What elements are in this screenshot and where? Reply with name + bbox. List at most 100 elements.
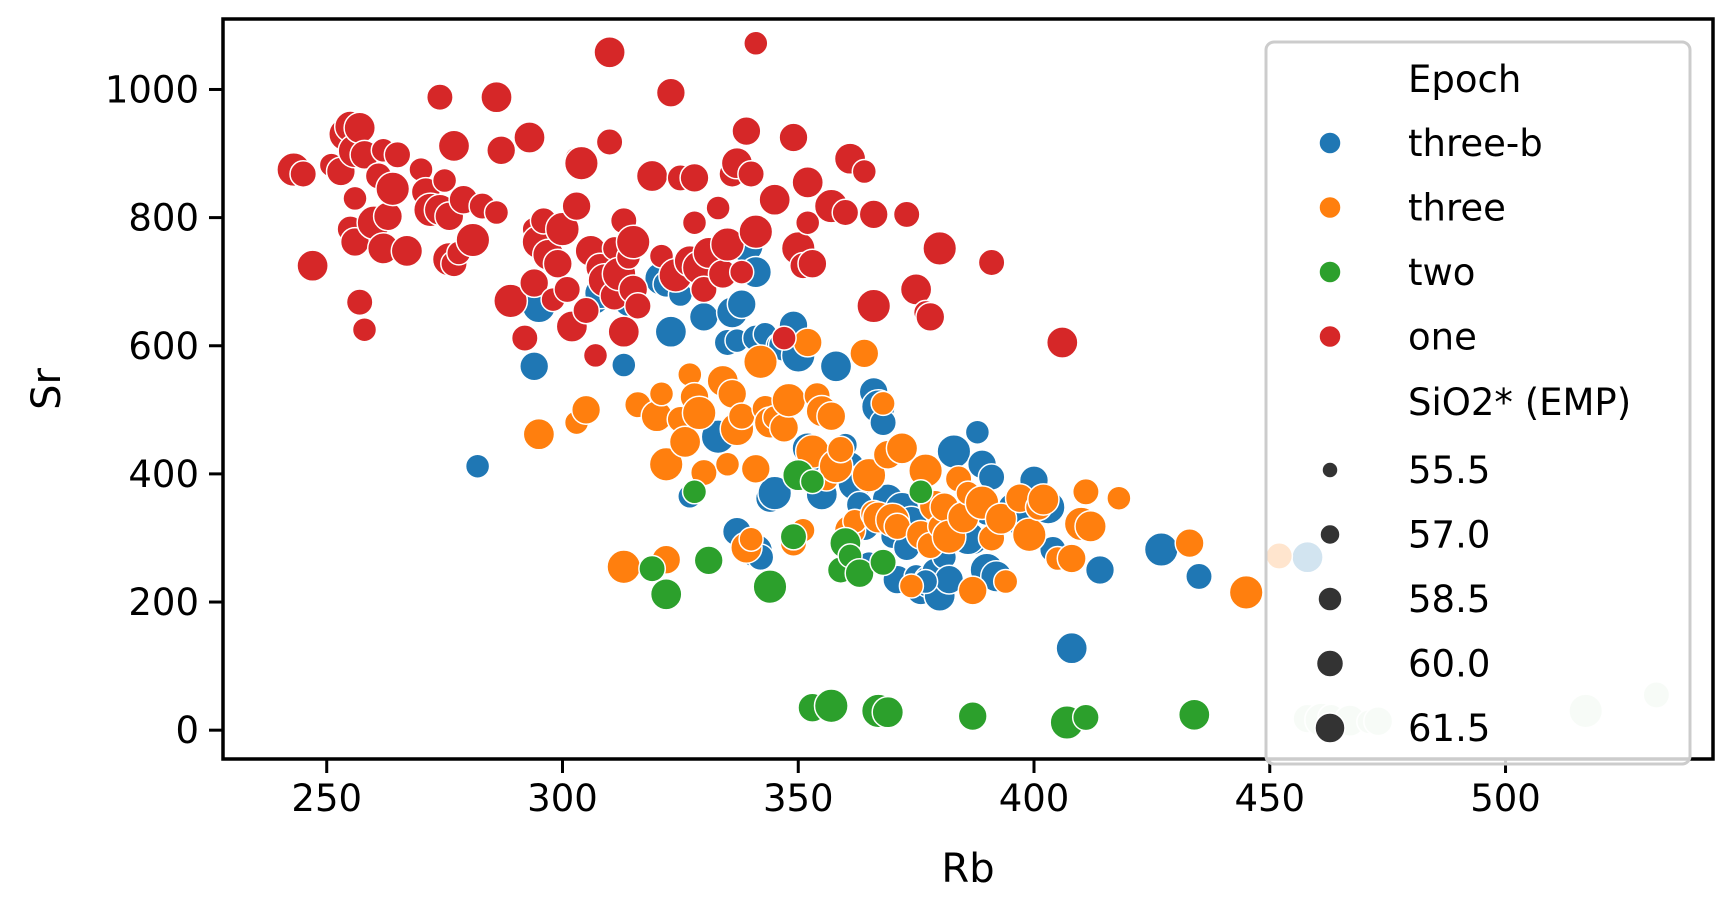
data-point [768, 412, 800, 443]
data-point [992, 568, 1019, 595]
y-tick-label: 200 [128, 581, 199, 624]
data-point [483, 199, 510, 226]
data-point [635, 159, 669, 193]
x-tick-label: 500 [1470, 777, 1541, 820]
data-point [648, 446, 684, 482]
legend-label: three-b [1408, 122, 1543, 165]
data-point [655, 77, 687, 108]
data-point [561, 190, 592, 222]
data-point [908, 479, 934, 505]
legend-size-label: 57.0 [1408, 514, 1490, 557]
data-point [593, 35, 626, 69]
y-tick-label: 1000 [105, 68, 199, 111]
data-point [898, 573, 925, 599]
data-point [563, 145, 599, 181]
data-point [915, 301, 946, 333]
data-point [794, 209, 821, 236]
legend-hue-title: Epoch [1408, 58, 1521, 101]
legend-marker [1318, 195, 1342, 220]
data-point [654, 315, 688, 349]
data-point [679, 162, 710, 194]
data-point [425, 83, 454, 112]
data-point [831, 198, 860, 227]
data-point [705, 195, 731, 221]
data-point [849, 338, 880, 369]
data-point [740, 453, 771, 484]
data-point [1143, 531, 1179, 568]
data-point [726, 288, 757, 320]
data-point [743, 30, 769, 57]
data-point [464, 453, 491, 479]
data-point [544, 211, 581, 247]
legend-size-marker [1315, 649, 1345, 678]
data-point [870, 390, 896, 417]
data-point [1174, 527, 1205, 559]
data-point [778, 122, 809, 153]
x-tick-label: 450 [1234, 777, 1305, 820]
data-point [1027, 483, 1060, 516]
data-point [1071, 703, 1100, 732]
x-axis: 250 300 350 400 450 500 [291, 759, 1541, 820]
legend-marker [1318, 324, 1342, 349]
y-tick-label: 800 [128, 197, 199, 240]
legend-size-marker [1319, 523, 1341, 546]
points-layer [276, 30, 1671, 741]
data-point [681, 209, 708, 236]
data-point [638, 554, 667, 583]
data-point [570, 394, 602, 425]
data-point [345, 288, 374, 317]
data-point [510, 324, 539, 353]
data-point [383, 140, 412, 169]
data-point [742, 344, 779, 380]
data-point [799, 468, 826, 495]
data-point [351, 316, 378, 343]
data-point [851, 457, 887, 493]
data-point [714, 451, 741, 478]
data-point [771, 325, 797, 351]
data-point [816, 401, 847, 432]
data-point [519, 351, 550, 382]
data-point [1074, 510, 1107, 543]
data-point [681, 479, 708, 505]
data-point [553, 275, 582, 304]
data-point [542, 248, 573, 279]
data-point [936, 433, 972, 470]
data-point [957, 700, 988, 732]
data-point [779, 522, 808, 551]
data-point [480, 80, 513, 114]
legend-box [1264, 40, 1692, 766]
x-tick-label: 350 [763, 777, 834, 820]
data-point [856, 288, 892, 324]
legend-hue-items: three-b three two one [1318, 122, 1543, 359]
legend-size-marker [1314, 712, 1346, 744]
data-point [437, 129, 471, 163]
data-point [486, 135, 517, 166]
data-point [858, 199, 889, 230]
data-point [606, 549, 642, 585]
legend-size-items: 55.5 57.0 58.5 60.0 61.5 [1314, 449, 1490, 750]
data-point [668, 425, 702, 459]
data-point [826, 435, 855, 464]
data-point [738, 214, 774, 250]
legend-size-label: 55.5 [1408, 449, 1490, 492]
legend-size-marker [1321, 461, 1339, 479]
data-point [1056, 543, 1087, 574]
data-point [649, 577, 683, 611]
x-tick-label: 300 [527, 777, 598, 820]
data-point [623, 292, 652, 320]
data-point [582, 342, 609, 369]
y-tick-label: 400 [128, 453, 199, 496]
y-tick-label: 0 [175, 709, 199, 752]
data-point [688, 301, 720, 333]
data-point [728, 259, 755, 285]
data-point [922, 230, 958, 266]
data-point [757, 475, 793, 511]
data-point [681, 395, 717, 431]
data-point [758, 183, 792, 217]
data-point [1045, 326, 1079, 359]
data-point [455, 222, 491, 258]
legend-label: three [1408, 187, 1506, 230]
data-point [892, 200, 921, 229]
data-point [797, 248, 828, 279]
